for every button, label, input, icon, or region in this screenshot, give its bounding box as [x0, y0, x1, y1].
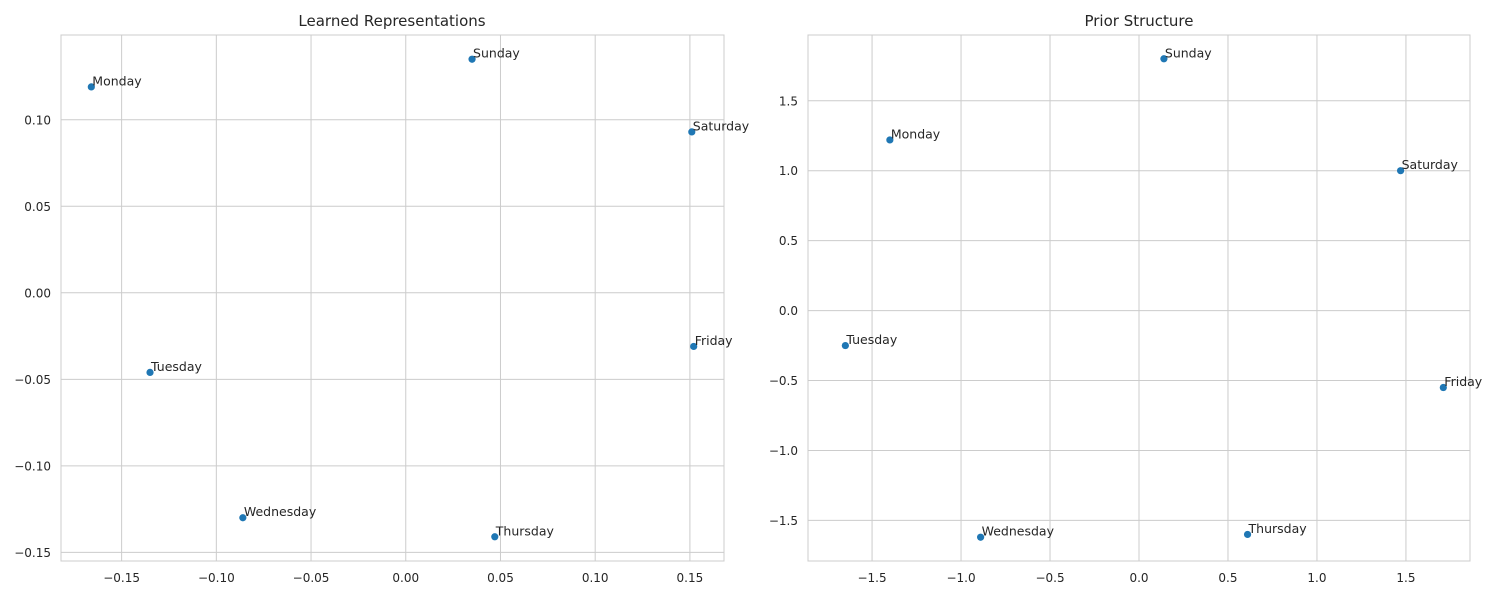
x-tick-labels: −0.15 −0.10 −0.05 0.00 0.05 0.10 0.15 [103, 571, 703, 585]
data-point [690, 342, 698, 351]
y-tick-labels: −0.15 −0.10 −0.05 0.00 0.05 0.10 [14, 113, 51, 560]
x-tick-label: 0.5 [1218, 571, 1237, 585]
y-tick-label: −0.05 [14, 373, 51, 387]
x-tick-label: −0.05 [293, 571, 330, 585]
point-label: Monday [891, 126, 941, 141]
point-label: Friday [1444, 374, 1482, 389]
y-grid [808, 100, 1470, 521]
x-grid [871, 35, 1407, 561]
data-point [491, 533, 499, 541]
x-tick-labels: −1.5 −1.0 −0.5 0.0 0.5 1.0 1.5 [857, 571, 1415, 585]
point-label: Sunday [1165, 45, 1212, 60]
x-tick-label: −0.5 [1035, 571, 1064, 585]
chart-title: Prior Structure [1084, 12, 1193, 30]
data-point [146, 368, 154, 377]
data-point [1243, 530, 1252, 539]
y-tick-labels: −1.5 −1.0 −0.5 0.0 0.5 1.0 1.5 [769, 94, 798, 528]
data-point [1439, 383, 1447, 392]
y-tick-label: −0.5 [769, 374, 798, 388]
y-tick-label: 0.10 [24, 113, 51, 127]
data-points [841, 55, 1447, 541]
point-label: Thursday [1248, 521, 1308, 536]
point-label: Sunday [473, 46, 520, 61]
point-label: Thursday [495, 523, 555, 538]
y-tick-label: 1.5 [779, 94, 798, 108]
y-tick-label: 1.0 [779, 164, 798, 178]
point-label: Tuesday [150, 359, 202, 374]
point-label: Friday [695, 333, 733, 348]
point-label: Wednesday [982, 524, 1055, 539]
point-label: Wednesday [244, 504, 317, 519]
point-labels: Monday Sunday Saturday Friday Tuesday Wednesd… [92, 46, 749, 539]
axes-background [60, 34, 725, 562]
x-tick-label: −0.10 [198, 571, 235, 585]
data-point [841, 341, 849, 350]
data-point [468, 55, 476, 63]
point-label: Saturday [693, 118, 750, 133]
point-label: Tuesday [845, 332, 897, 347]
data-point [1396, 167, 1405, 175]
y-tick-label: 0.05 [24, 200, 51, 214]
data-point [688, 128, 696, 136]
y-tick-label: 0.00 [24, 286, 51, 300]
point-labels: Sunday Monday Saturday Tuesday Friday Wednesd… [845, 45, 1482, 538]
data-point [87, 83, 95, 91]
data-points [87, 55, 698, 541]
point-label: Saturday [1402, 157, 1459, 172]
y-tick-label: −0.15 [14, 546, 51, 560]
chart-title: Learned Representations [298, 12, 485, 30]
point-label: Monday [92, 73, 142, 88]
data-point [239, 514, 247, 522]
prior-structure-panel: −1.5 −1.0 −0.5 0.0 0.5 1.0 1.5 −1.5 −1.0 −0.5 0.0… [769, 12, 1483, 585]
x-tick-label: −1.5 [857, 571, 886, 585]
x-grid [121, 35, 691, 561]
y-tick-label: 0.5 [779, 234, 798, 248]
x-tick-label: 0.0 [1129, 571, 1148, 585]
x-tick-label: 0.10 [582, 571, 609, 585]
x-tick-label: 1.5 [1396, 571, 1415, 585]
y-tick-label: −1.0 [769, 444, 798, 458]
learned-representations-panel: −0.15 −0.10 −0.05 0.00 0.05 0.10 0.15 −0.15−0.… [14, 12, 750, 585]
x-tick-label: 0.00 [392, 571, 419, 585]
x-tick-label: 1.0 [1307, 571, 1326, 585]
data-point [977, 533, 985, 541]
data-point [886, 136, 894, 144]
y-tick-label: −1.5 [769, 514, 798, 528]
y-grid [61, 119, 724, 553]
y-tick-label: 0.0 [779, 304, 798, 318]
data-point [1160, 55, 1168, 63]
y-tick-label: −0.10 [14, 459, 51, 473]
x-tick-label: −1.0 [946, 571, 975, 585]
x-tick-label: −0.15 [103, 571, 140, 585]
x-tick-label: 0.15 [677, 571, 704, 585]
x-tick-label: 0.05 [487, 571, 514, 585]
